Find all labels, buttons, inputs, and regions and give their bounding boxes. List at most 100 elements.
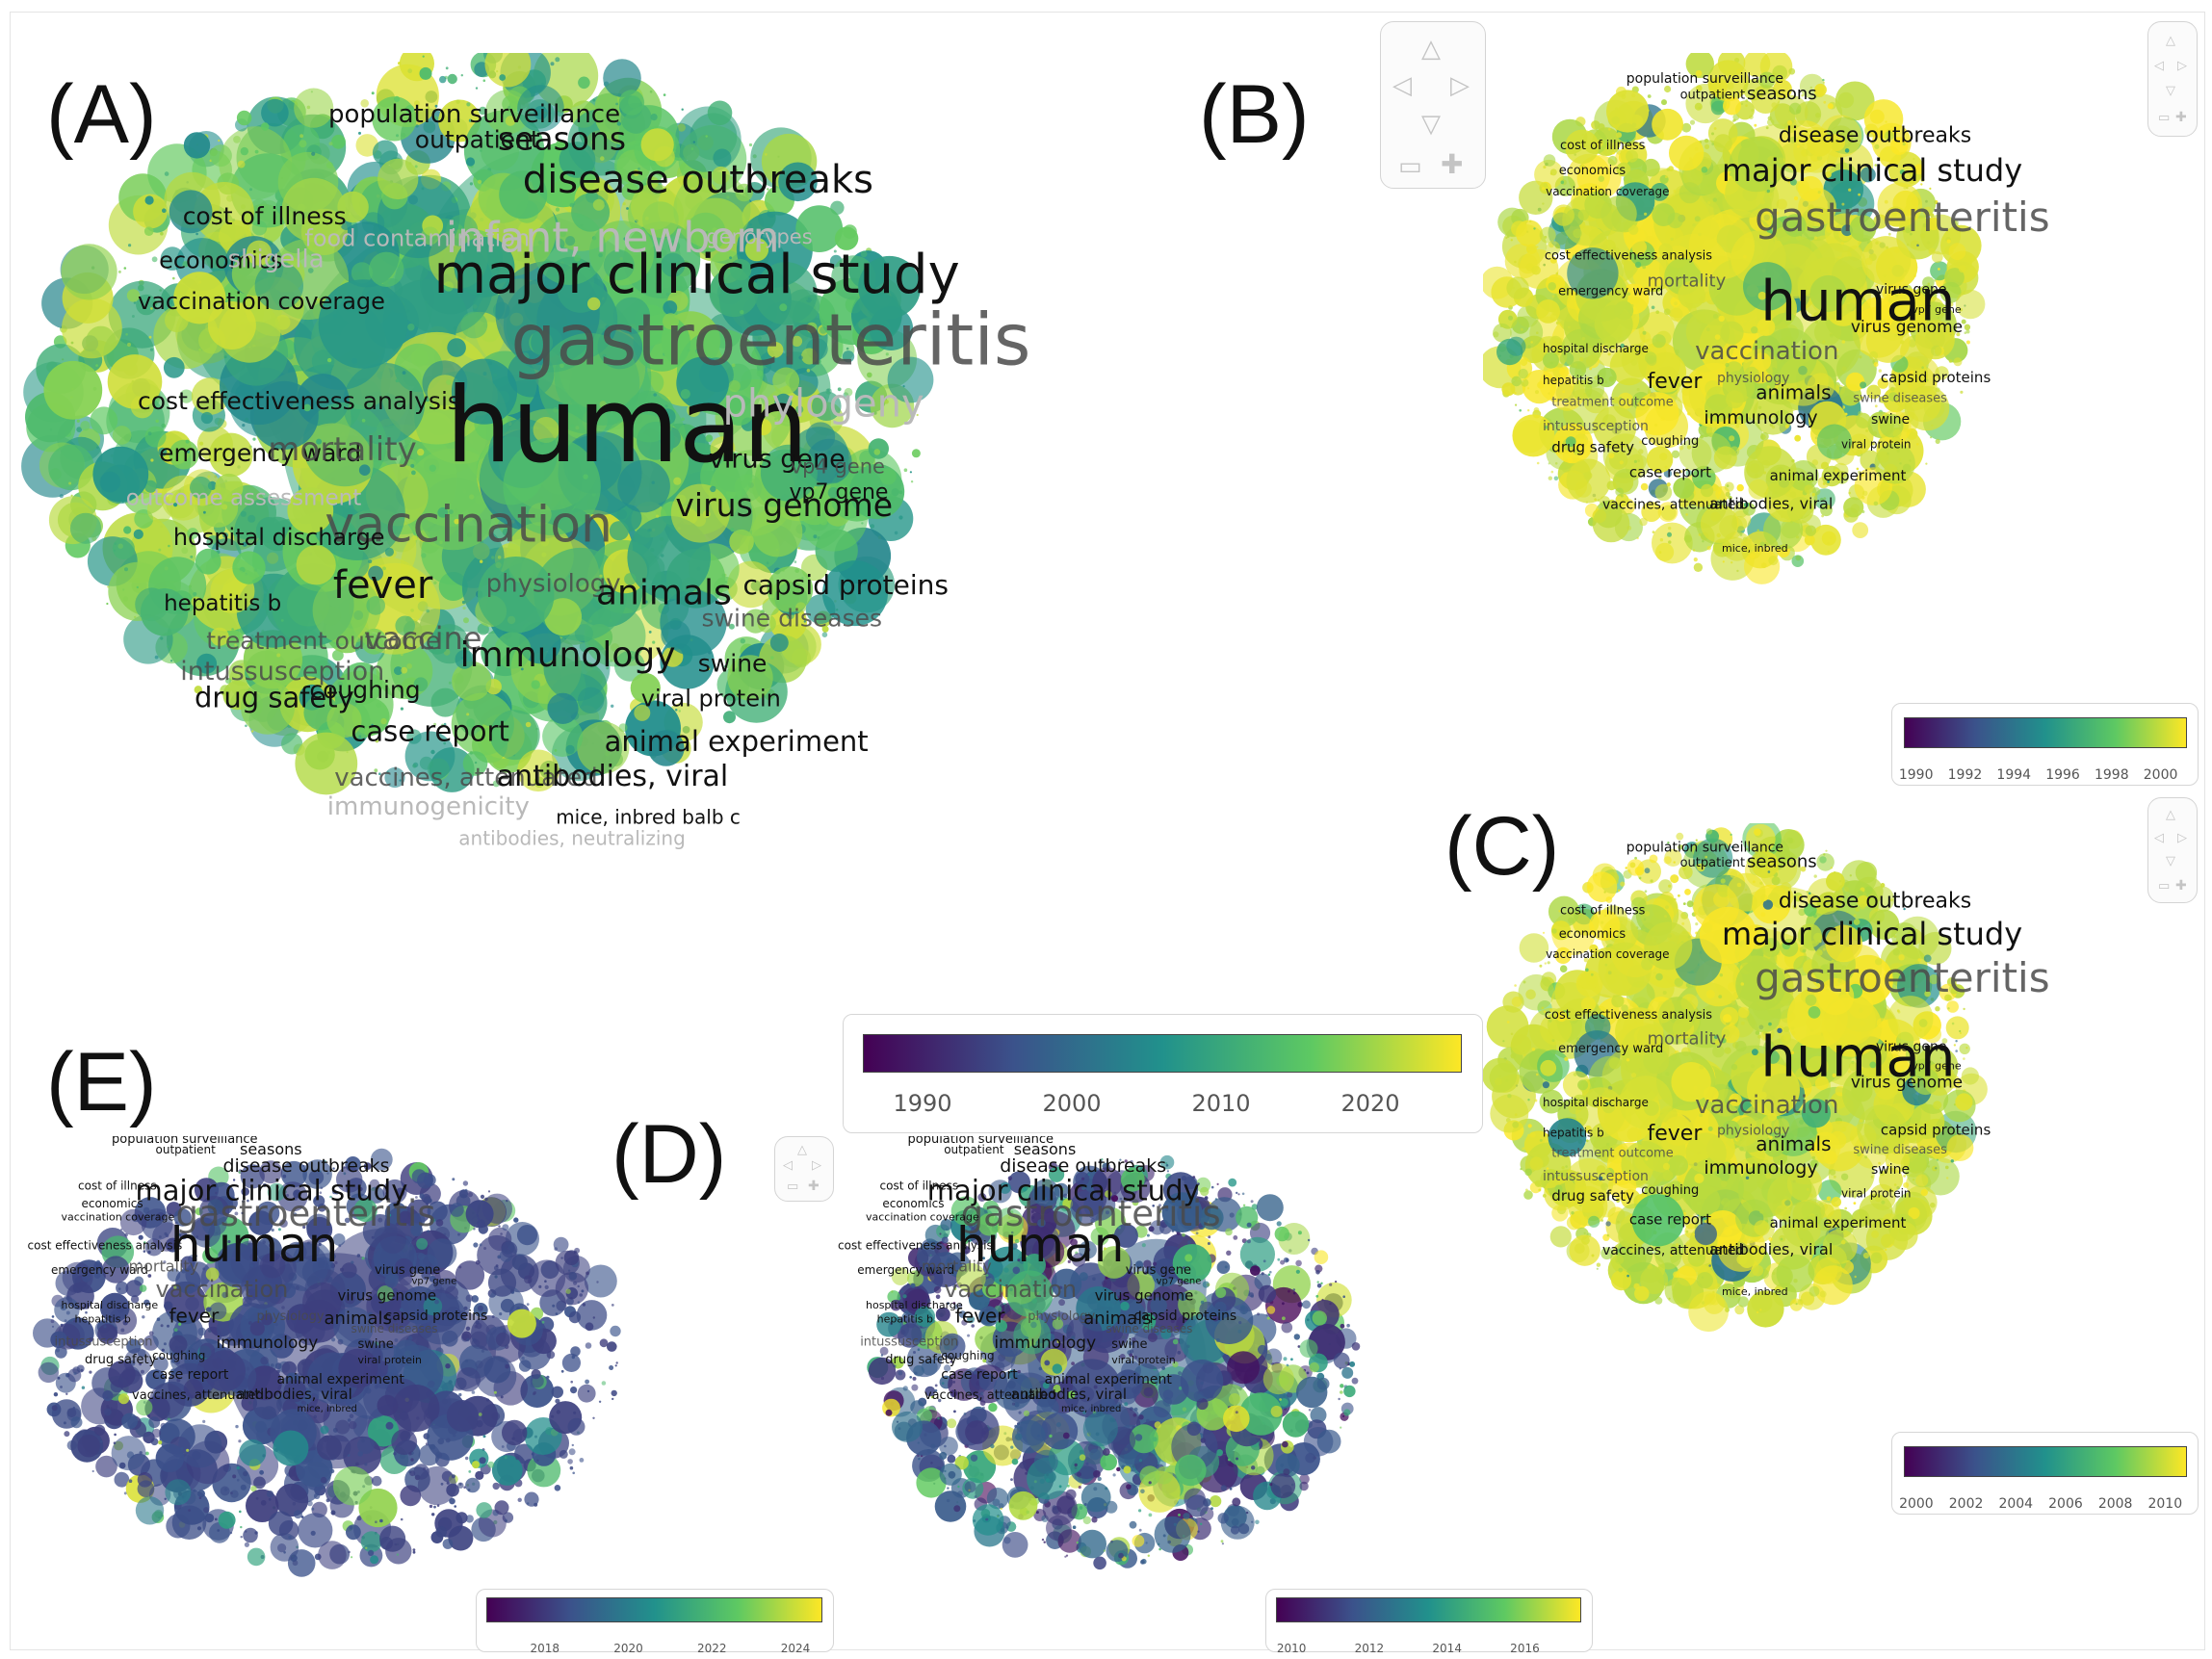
- node-bubble: [794, 560, 797, 563]
- node-bubble: [154, 655, 159, 660]
- node-bubble: [394, 95, 401, 102]
- node-bubble: [190, 555, 194, 558]
- node-bubble: [1955, 1050, 1958, 1052]
- term-label: major clinical study: [1722, 916, 2022, 952]
- node-bubble: [1895, 294, 1899, 298]
- node-bubble: [1913, 157, 1915, 161]
- node-bubble: [1564, 1056, 1569, 1061]
- node-bubble: [1714, 334, 1721, 340]
- term-label: mortality: [1648, 272, 1727, 292]
- term-label: population surveillance: [328, 100, 620, 129]
- node-bubble: [921, 1359, 938, 1376]
- node-bubble: [638, 167, 640, 170]
- node-bubble: [1903, 907, 1906, 911]
- node-bubble: [492, 780, 500, 788]
- node-bubble: [565, 744, 575, 755]
- node-bubble: [1797, 175, 1824, 202]
- node-bubble: [371, 723, 374, 727]
- node-bubble: [673, 170, 751, 248]
- node-bubble: [1695, 839, 1698, 842]
- node-bubble: [1753, 352, 1772, 371]
- node-bubble: [998, 1354, 1006, 1362]
- node-bubble: [1826, 1196, 1832, 1202]
- node-bubble: [1605, 1221, 1611, 1227]
- node-bubble: [1904, 1123, 1925, 1144]
- node-bubble: [1663, 1116, 1693, 1146]
- node-bubble: [1856, 467, 1860, 471]
- node-bubble: [395, 378, 400, 383]
- node-bubble: [169, 439, 199, 470]
- node-bubble: [1548, 282, 1556, 291]
- node-bubble: [384, 547, 394, 557]
- node-bubble: [1547, 1178, 1549, 1180]
- node-bubble: [1841, 340, 1846, 344]
- node-bubble: [1565, 1165, 1568, 1168]
- node-bubble: [1961, 1067, 1979, 1085]
- node-bubble: [1917, 958, 1921, 962]
- node-bubble: [1884, 131, 1894, 142]
- node-bubble: [1708, 77, 1728, 96]
- node-bubble: [1833, 1175, 1836, 1179]
- node-bubble: [1830, 333, 1834, 338]
- node-bubble: [158, 548, 162, 552]
- node-bubble: [1654, 1242, 1682, 1270]
- node-bubble: [1631, 896, 1647, 913]
- node-bubble: [833, 249, 837, 253]
- node-bubble: [1879, 396, 1887, 403]
- node-bubble: [1119, 1158, 1122, 1161]
- node-bubble: [1548, 895, 1580, 927]
- node-bubble: [1831, 1197, 1842, 1207]
- node-bubble: [1726, 484, 1730, 488]
- node-bubble: [1770, 885, 1794, 909]
- node-bubble: [1905, 1172, 1908, 1176]
- node-bubble: [1874, 164, 1878, 167]
- node-bubble: [1734, 1305, 1745, 1315]
- node-bubble: [466, 713, 470, 716]
- node-bubble: [1543, 1010, 1547, 1014]
- node-bubble: [1720, 1180, 1728, 1188]
- node-bubble: [209, 432, 253, 478]
- node-bubble: [1862, 1252, 1870, 1259]
- node-bubble: [1848, 188, 1852, 192]
- node-bubble: [1705, 855, 1708, 859]
- node-bubble: [851, 292, 902, 343]
- node-bubble: [1763, 542, 1769, 547]
- node-bubble: [1651, 183, 1669, 201]
- node-bubble: [1626, 1274, 1629, 1278]
- node-bubble: [1941, 1038, 1948, 1044]
- node-bubble: [1933, 1126, 1938, 1131]
- node-bubble: [1549, 1226, 1572, 1248]
- node-bubble: [1953, 357, 1963, 367]
- node-bubble: [1929, 187, 1932, 190]
- node-bubble: [1577, 1079, 1589, 1091]
- node-bubble: [1664, 85, 1672, 93]
- node-bubble: [1658, 243, 1674, 258]
- node-bubble: [1767, 118, 1775, 126]
- term-label: immunology: [1704, 407, 1817, 428]
- node-bubble: [1783, 1091, 1787, 1096]
- node-bubble: [148, 335, 152, 339]
- node-bubble: [99, 471, 121, 493]
- node-bubble: [462, 606, 466, 610]
- node-bubble: [1612, 397, 1620, 404]
- panel-c-term-map: human gastroenteritis major clinical study…: [1483, 823, 2080, 1497]
- node-bubble: [1699, 906, 1757, 965]
- node-bubble: [1684, 889, 1691, 895]
- node-bubble: [433, 581, 437, 584]
- node-bubble: [1568, 325, 1571, 329]
- node-bubble: [1784, 1045, 1790, 1050]
- node-bubble: [441, 723, 444, 727]
- node-bubble: [1619, 397, 1623, 401]
- node-bubble: [1758, 71, 1776, 89]
- node-bubble: [1809, 421, 1812, 425]
- node-bubble: [1598, 1199, 1616, 1218]
- node-bubble: [1634, 1285, 1650, 1302]
- node-bubble: [1923, 954, 1932, 963]
- node-bubble: [1651, 305, 1655, 310]
- node-bubble: [1823, 100, 1827, 104]
- node-bubble: [183, 132, 211, 159]
- node-bubble: [1531, 1048, 1536, 1051]
- node-bubble: [1844, 1206, 1848, 1210]
- term-label: cost of illness: [1560, 904, 1646, 919]
